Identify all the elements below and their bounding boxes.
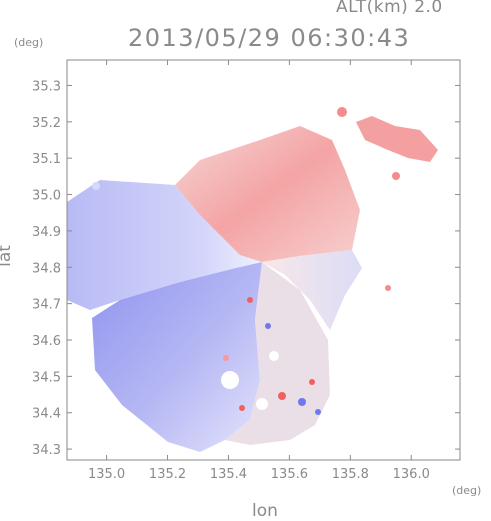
y-axis-ticks: 34.3 34.4 34.5 34.6 34.7 34.8 34.9 35.0 35.1 35.2… [32,79,460,458]
x-tick-label: 136.0 [393,467,430,482]
field-east-mixed [262,250,362,330]
field-gap [269,351,279,361]
y-tick-label: 34.5 [32,370,61,385]
field-clutter [315,409,321,415]
field-southwest-approaching [92,262,262,452]
field-clutter [278,392,286,400]
timestamp-title: 2013/05/29 06:30:43 [128,24,411,52]
field-clutter [309,379,315,385]
field-clutter [265,323,271,329]
x-axis-unit: (deg) [452,484,482,497]
y-tick-label: 35.0 [32,189,61,204]
x-tick-label: 135.0 [88,467,125,482]
y-tick-label: 34.3 [32,443,61,458]
velocity-field [67,107,438,452]
field-gap [256,398,268,410]
x-tick-label: 135.8 [332,467,369,482]
x-axis-ticks: 135.0 135.2 135.4 135.6 135.8 136.0 [88,60,430,482]
y-tick-label: 35.3 [32,79,61,94]
y-tick-label: 34.8 [32,261,61,276]
altitude-label: ALT(km) 2.0 [336,0,443,17]
y-tick-label: 34.9 [32,225,61,240]
plot-frame [66,59,461,461]
field-clutter [239,405,245,411]
y-tick-label: 35.2 [32,116,61,131]
field-clutter [298,398,306,406]
field-northeast-echo [356,116,438,162]
x-tick-label: 135.4 [210,467,247,482]
y-axis-unit: (deg) [14,36,44,49]
field-echo-spot [337,107,347,117]
y-tick-label: 35.1 [32,152,61,167]
field-clutter [247,297,253,303]
x-tick-label: 135.6 [271,467,308,482]
field-gap [221,371,239,389]
y-tick-label: 34.6 [32,334,61,349]
field-west-approaching [67,180,262,310]
field-echo-spot [392,172,400,180]
field-clutter [223,355,229,361]
y-tick-label: 34.4 [32,407,61,422]
x-axis-label: lon [252,501,278,521]
field-north-receding [175,126,360,262]
y-tick-label: 34.7 [32,298,61,313]
x-tick-label: 135.2 [149,467,186,482]
field-echo-spot [92,182,100,190]
field-echo-spot [385,285,391,291]
